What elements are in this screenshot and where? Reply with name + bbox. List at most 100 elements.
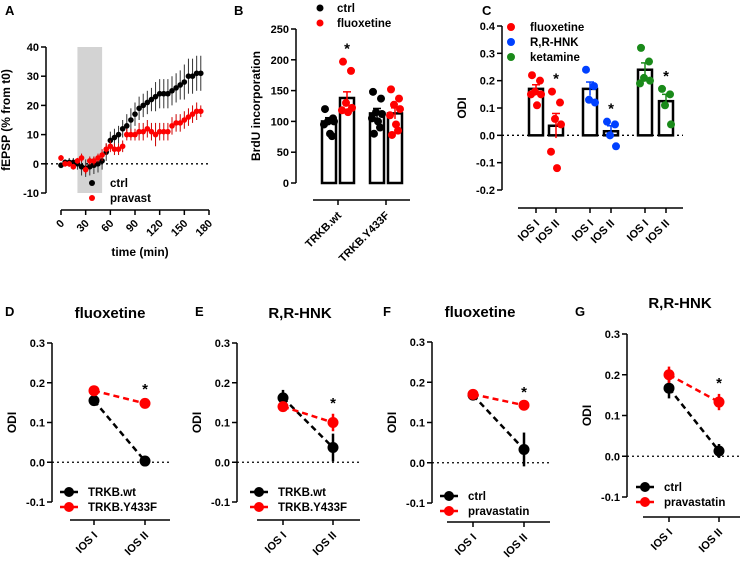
- data-point-fluoxetine: [394, 126, 402, 135]
- data-point-pravast: [140, 128, 147, 135]
- data-point-ctrl: [713, 445, 725, 457]
- y-tick-label: -0.1: [211, 497, 230, 509]
- y-tick-label: 100: [271, 116, 289, 128]
- y-axis-label: ODI: [580, 405, 594, 426]
- y-tick-label: -0.2: [476, 185, 495, 197]
- data-point-ctrl: [123, 123, 130, 129]
- data-point-ketamine: [667, 120, 675, 129]
- data-point-pravast: [144, 125, 151, 132]
- y-tick-label: -0.1: [26, 497, 45, 509]
- legend-label: ctrl: [337, 3, 355, 15]
- series-line-TRKB.Y433F: [282, 405, 334, 424]
- data-point-fluoxetine: [528, 71, 536, 80]
- data-point-pravast: [70, 163, 77, 170]
- x-category-label: IOS I: [263, 530, 289, 556]
- y-tick-label: 0.2: [410, 377, 425, 389]
- data-point-fluoxetine: [387, 85, 395, 94]
- data-point-pravastatin: [518, 399, 530, 411]
- y-tick-label: 0.2: [480, 76, 495, 88]
- data-point-fluoxetine: [338, 106, 346, 115]
- data-point-ctrl: [148, 96, 155, 103]
- y-tick-label: 0: [283, 178, 289, 190]
- legend-marker-TRKB.wt: [254, 487, 264, 497]
- y-tick-label: -0.1: [601, 492, 620, 504]
- data-point-ctrl: [160, 90, 167, 97]
- bar-R,R-HNK: [581, 87, 599, 137]
- data-point-ctrl: [518, 443, 530, 455]
- data-point-ctrl: [320, 120, 328, 129]
- data-point-pravast: [189, 111, 196, 117]
- significance-star: *: [330, 395, 336, 412]
- data-point-ctrl: [370, 129, 378, 138]
- data-point-pravastatin: [467, 388, 479, 400]
- series-line-ctrl: [472, 394, 525, 451]
- data-point-ctrl: [95, 161, 101, 167]
- x-category-label: 30: [75, 218, 92, 235]
- x-category-label: IOS II: [644, 218, 672, 246]
- data-point-fluoxetine: [537, 90, 545, 99]
- y-tick-label: 30: [27, 71, 39, 83]
- y-tick-label: 10: [27, 130, 39, 142]
- legend-label: pravastatin: [664, 497, 725, 509]
- panel-letter-c: C: [482, 3, 492, 18]
- y-tick-label: 0.1: [215, 418, 230, 430]
- x-category-label: 90: [124, 218, 141, 235]
- panel-letter-e: E: [195, 304, 204, 319]
- legend-marker-TRKB.Y433F: [64, 502, 74, 512]
- data-point-ctrl: [185, 73, 192, 79]
- legend-label: TRKB.wt: [88, 487, 136, 499]
- y-axis-label: ODI: [190, 412, 204, 433]
- data-point-ctrl: [321, 105, 329, 114]
- panel-letter-b: B: [234, 3, 243, 18]
- legend-label: TRKB.Y433F: [278, 502, 347, 514]
- x-category-label: IOS II: [123, 530, 151, 558]
- x-category-label: IOS II: [697, 527, 725, 555]
- data-point-TRKB.Y433F: [327, 417, 339, 428]
- y-tick-label: 0.2: [30, 378, 45, 390]
- panel-title: fluoxetine: [75, 305, 146, 322]
- data-point-ctrl: [376, 123, 384, 132]
- y-tick-label: 0.0: [480, 130, 495, 142]
- significance-star: *: [521, 384, 527, 401]
- data-point-R,R-HNK: [582, 65, 590, 74]
- data-point-pravast: [91, 158, 97, 164]
- data-point-pravast: [74, 158, 81, 164]
- y-tick-label: 250: [271, 24, 289, 36]
- y-tick-label: 0.1: [480, 103, 495, 115]
- y-axis-label: ODI: [5, 412, 19, 433]
- data-point-pravast: [103, 146, 110, 152]
- legend-marker-ctrl: [640, 482, 650, 492]
- data-point-ctrl: [132, 111, 138, 117]
- data-point-ctrl: [115, 131, 122, 138]
- data-point-pravast: [160, 128, 167, 135]
- y-tick-label: 200: [271, 55, 289, 67]
- legend-marker-pravast: [89, 195, 95, 201]
- data-point-pravast: [173, 120, 179, 126]
- data-point-pravast: [136, 128, 142, 135]
- x-category-label: TRKB.Y433F: [337, 209, 392, 264]
- data-point-TRKB.wt: [327, 442, 339, 454]
- data-point-ctrl: [165, 90, 171, 97]
- series-line-TRKB.wt: [282, 396, 334, 449]
- legend-marker-TRKB.wt: [64, 487, 74, 497]
- legend-label: pravast: [110, 193, 151, 205]
- x-category-label: IOS I: [649, 527, 675, 553]
- x-category-label: 180: [194, 218, 215, 239]
- y-tick-label: 150: [271, 86, 289, 98]
- legend-marker-R,R-HNK: [507, 38, 515, 46]
- data-point-pravast: [123, 131, 130, 138]
- data-point-R,R-HNK: [591, 98, 599, 107]
- data-point-fluoxetine: [347, 66, 355, 75]
- data-point-ctrl: [378, 110, 386, 119]
- data-point-ketamine: [646, 76, 654, 85]
- y-tick-label: -0.1: [406, 498, 425, 510]
- data-point-pravast: [107, 143, 114, 150]
- data-point-ctrl: [369, 87, 377, 96]
- data-point-ctrl: [193, 70, 200, 77]
- significance-star: *: [608, 101, 614, 118]
- legend-marker-ctrl: [444, 491, 454, 501]
- data-point-pravast: [185, 114, 192, 120]
- legend-marker-TRKB.Y433F: [254, 502, 264, 512]
- data-point-ctrl: [368, 114, 376, 123]
